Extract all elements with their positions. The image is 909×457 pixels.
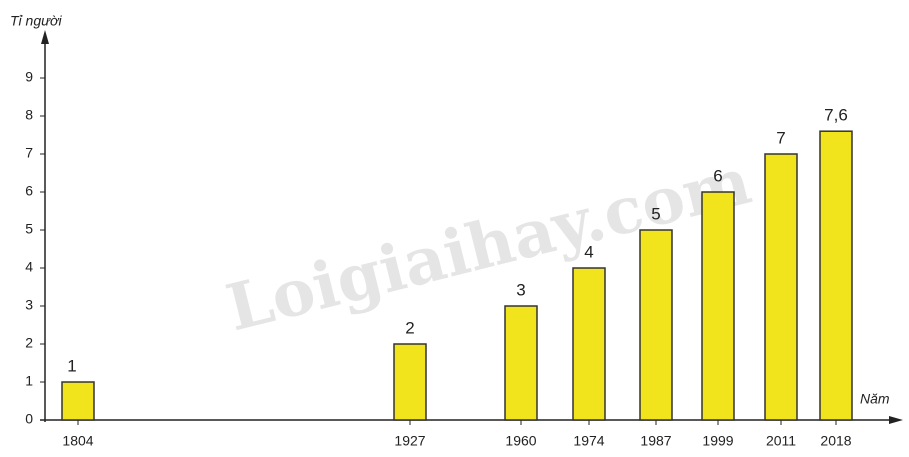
y-axis-arrow — [41, 30, 49, 44]
x-tick-label: 1960 — [505, 433, 536, 449]
y-tick-label: 8 — [25, 107, 33, 123]
value-label: 1 — [67, 356, 76, 375]
y-tick-label: 1 — [25, 373, 33, 389]
bar — [393, 343, 427, 421]
value-label: 4 — [584, 242, 593, 261]
watermark: Loigiaihay.com — [220, 144, 759, 347]
y-tick-label: 4 — [25, 259, 33, 275]
value-label: 5 — [651, 204, 660, 223]
bar — [701, 191, 735, 421]
y-tick-label: 7 — [25, 145, 33, 161]
x-tick-label: 1999 — [702, 433, 733, 449]
x-tick-label: 2018 — [820, 433, 851, 449]
x-axis-label: Năm — [860, 391, 890, 407]
x-tick-label: 1804 — [62, 433, 93, 449]
y-tick-label: 9 — [25, 69, 33, 85]
bar — [819, 130, 853, 421]
value-label: 2 — [405, 318, 414, 337]
y-tick-label: 6 — [25, 183, 33, 199]
bar — [61, 381, 95, 421]
value-label: 6 — [713, 166, 722, 185]
y-tick-label: 0 — [25, 411, 33, 427]
y-tick-label: 3 — [25, 297, 33, 313]
value-label: 3 — [516, 280, 525, 299]
bar — [504, 305, 538, 421]
y-axis-label: Tỉ người — [10, 13, 62, 29]
x-tick-label: 1927 — [394, 433, 425, 449]
bar — [764, 153, 798, 421]
x-tick-label: 2011 — [766, 433, 796, 449]
bar — [572, 267, 606, 421]
value-label: 7 — [776, 128, 785, 147]
y-tick-label: 5 — [25, 221, 33, 237]
y-tick-label: 2 — [25, 335, 33, 351]
value-label: 7,6 — [824, 106, 848, 125]
x-axis-arrow — [889, 416, 903, 424]
bar — [639, 229, 673, 421]
x-tick-label: 1987 — [640, 433, 671, 449]
x-tick-label: 1974 — [573, 433, 604, 449]
